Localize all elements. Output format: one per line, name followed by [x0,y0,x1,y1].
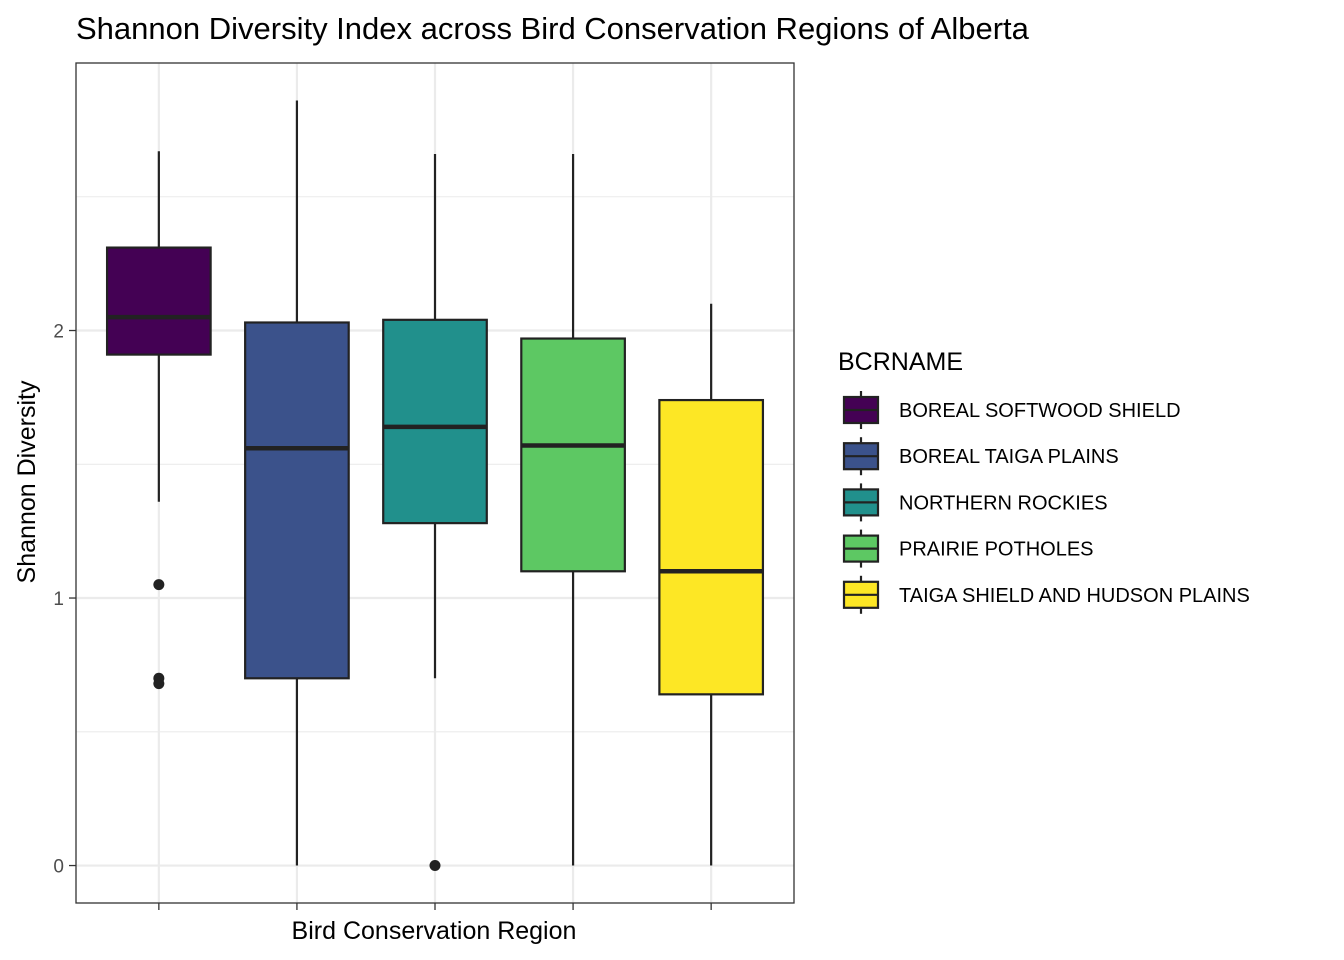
box-iqr [382,318,488,525]
box-iqr [520,337,626,573]
legend-item: BOREAL SOFTWOOD SHIELD [842,391,1181,429]
plot-panel [75,62,795,904]
legend-item: PRAIRIE POTHOLES [842,529,1094,568]
x-axis [158,903,712,910]
boxes [105,100,765,872]
legend-label: BOREAL TAIGA PLAINS [899,446,1119,468]
legend-label: TAIGA SHIELD AND HUDSON PLAINS [899,585,1250,607]
outlier-point [153,579,165,591]
legend-item: NORTHERN ROCKIES [842,483,1108,522]
outlier-point [153,678,165,690]
box-northern-rockies [382,153,488,872]
box-iqr [105,246,212,356]
legend-title: BCRNAME [838,348,963,376]
y-axis: 0 1 2 [53,322,76,878]
y-tick-label: 2 [53,322,64,343]
y-tick-label: 1 [53,589,64,610]
legend-item: TAIGA SHIELD AND HUDSON PLAINS [842,575,1250,614]
outlier-point [429,860,441,872]
legend-item: BOREAL TAIGA PLAINS [842,437,1119,476]
box-iqr [244,321,350,680]
y-tick-label: 0 [53,857,64,878]
legend-label: BOREAL SOFTWOOD SHIELD [899,400,1181,422]
legend-label: PRAIRIE POTHOLES [899,539,1094,561]
box-boreal-taiga-plains [244,100,350,866]
legend-label: NORTHERN ROCKIES [899,492,1108,514]
box-taiga-shield-and-hudson-plains [658,303,765,866]
y-axis-title: Shannon Diversity [13,380,41,583]
box-boreal-softwood-shield [105,151,212,690]
box-prairie-potholes [520,153,626,866]
legend: BCRNAME BOREAL SOFTWOOD SHIELD BOREAL TAI… [838,348,1250,614]
legend-items: BOREAL SOFTWOOD SHIELD BOREAL TAIGA PLAIN… [842,391,1250,614]
box-iqr [658,398,765,696]
x-axis-title: Bird Conservation Region [292,917,577,945]
chart-title: Shannon Diversity Index across Bird Cons… [76,11,1030,46]
